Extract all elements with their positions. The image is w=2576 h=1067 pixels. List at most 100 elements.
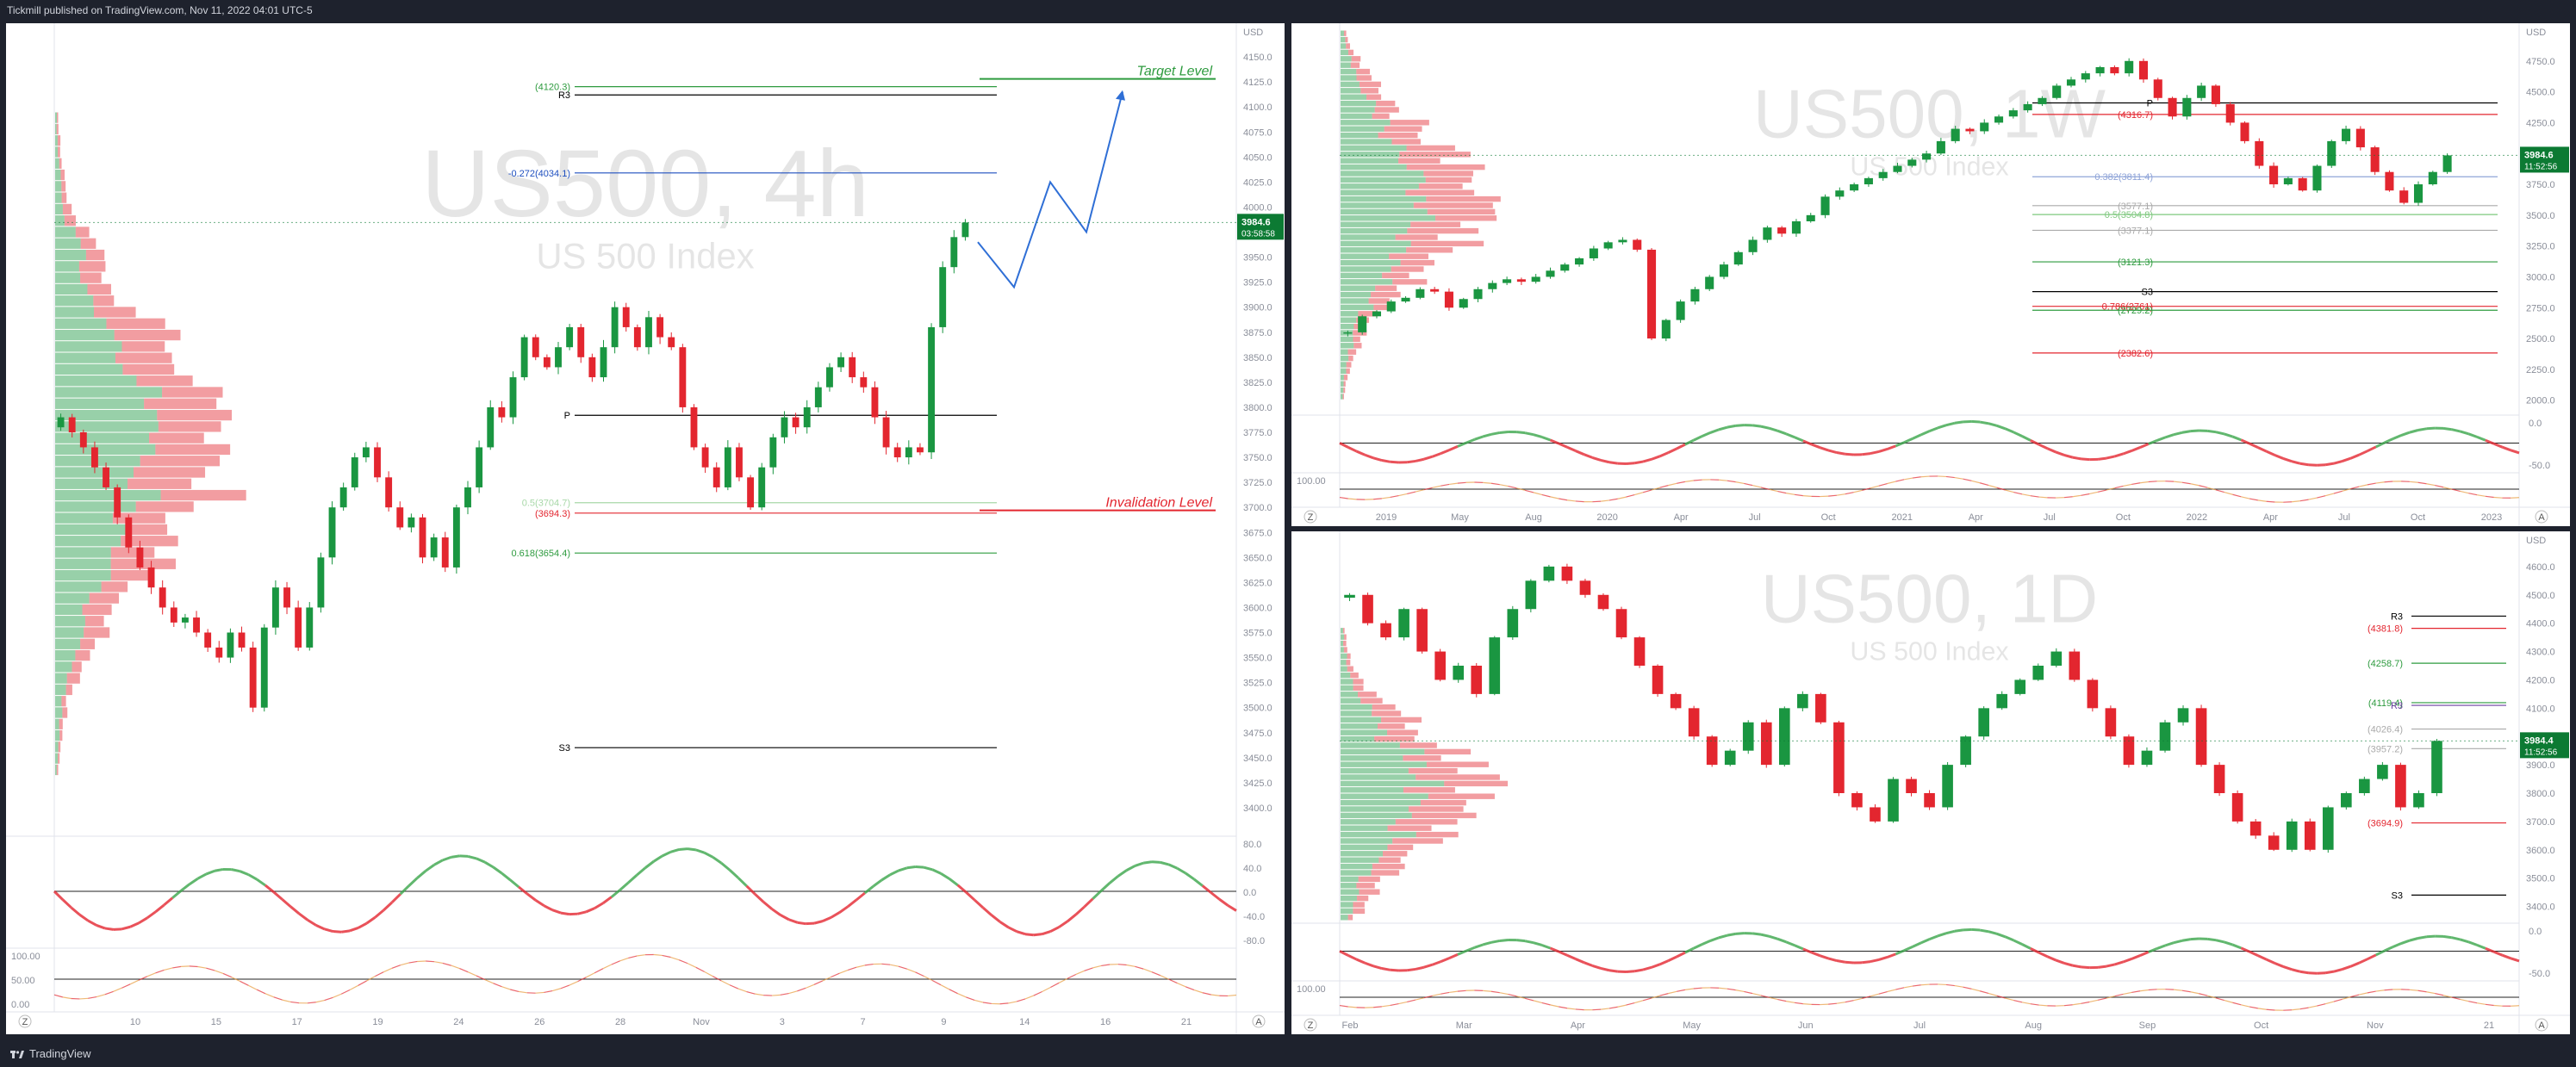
candle-body [1358,316,1367,332]
oscillator-segment [1971,480,1981,484]
candle-body [1633,637,1646,666]
oscillator-segment [602,964,613,970]
volume-profile-bar [158,421,221,432]
candle-body [1748,239,1758,252]
oscillator-segment [2384,481,2393,483]
candle-body [917,447,924,453]
oscillator-segment [1769,488,1778,493]
candle-body [1430,288,1440,292]
oscillator-segment [2174,481,2182,483]
oscillator-segment [2231,435,2242,442]
oscillator-segment [2460,430,2469,436]
time-tick-label: Mar [1456,1020,1472,1031]
level-label: 0.382(3811.4) [2094,172,2153,183]
oscillator-segment [982,906,992,916]
volume-profile-bar [1372,704,1396,710]
price-tag-value: 3984.4 [2524,735,2554,746]
oscillator-segment [1777,490,1787,494]
price-tick-label: 3750.0 [1243,453,1272,463]
oscillator-segment [2139,951,2150,957]
candle-body [1922,153,1932,160]
oscillator-segment [2249,950,2259,957]
price-tag-countdown: 11:52:56 [2524,162,2558,171]
volume-profile-bar [144,398,217,409]
oscillator-segment [771,908,781,916]
oscillator-segment [2013,939,2023,946]
oscillator-segment [493,983,502,988]
oscillator-segment [1490,482,1500,486]
volume-profile-bar [1387,729,1418,735]
oscillator-segment [890,964,899,967]
oscillator-segment [1559,1006,1568,1009]
oscillator-segment [365,915,376,925]
time-tick-label: 16 [1100,1017,1111,1027]
volume-profile-bar [1347,666,1353,672]
candle-body [328,507,336,558]
volume-profile-bar [1341,30,1344,36]
oscillator-segment [383,901,394,912]
oscillator-segment [1541,1002,1551,1006]
oscillator-segment [1887,444,1896,450]
volume-profile-bar [127,478,192,489]
oscillator-segment [324,927,333,933]
volume-profile-bar [1341,698,1361,704]
volume-profile-bar [80,238,96,249]
oscillator-segment [1626,494,1635,498]
oscillator-segment [459,854,469,858]
oscillator-segment [1167,863,1179,870]
oscillator-segment [1988,930,1998,935]
oscillator-segment [1151,971,1161,977]
oscillator-segment [1457,989,1466,992]
oscillator-segment [720,861,731,872]
volume-profile-bar [55,112,58,123]
oscillator-segment [2358,450,2368,456]
oscillator-segment [2081,965,2090,970]
volume-profile-bar [55,375,137,387]
volume-profile-bar [1341,387,1344,394]
volume-profile-bar [1350,62,1360,68]
time-tick-label: Aug [2025,1020,2042,1031]
candle-body [351,457,358,487]
oscillator-segment [2046,447,2056,454]
volume-profile-bar [1341,902,1353,908]
oscillator-segment [1440,991,1450,995]
candle-body [1690,288,1700,302]
oscillator-segment [2004,427,2014,434]
candle-body [79,432,87,448]
oscillator-segment [1920,475,1930,478]
brand[interactable]: TradingView [10,1047,91,1060]
candle-body [2211,85,2220,104]
volume-profile-bar [1384,126,1422,132]
volume-profile-bar [1341,831,1416,838]
volume-profile-bar [1341,285,1376,291]
volume-profile-bar [55,215,65,226]
volume-profile-bar [1342,628,1345,634]
oscillator-segment [1752,424,1762,428]
chart-panel-1d[interactable]: US500, 1D US 500 Index USD 4600.0 4500.0 4400… [1291,531,2570,1034]
oscillator-segment [712,976,722,982]
oscillator-segment [2072,1002,2081,1006]
oscillator-segment [687,963,697,968]
volume-profile-bar [55,363,123,375]
volume-profile-bar [55,661,72,673]
chart-panel-1w[interactable]: US500, 1W US 500 Index USD 4750.0 4500.0 4250… [1291,23,2570,526]
volume-profile-bar [1372,710,1402,717]
chart-panel-4h[interactable]: US500, 4h US 500 Index USD 4150.0 4125.0 4100… [6,23,1285,1034]
oscillator-segment [2224,491,2233,495]
oscillator-segment [1794,436,1804,443]
oscillator-segment [745,884,756,896]
volume-profile-bar [1420,799,1466,806]
volume-profile-bar [1341,202,1414,208]
volume-profile-bar [57,135,61,146]
oscillator-segment [1558,442,1568,449]
volume-profile-bar [1341,36,1346,43]
candle-body [1597,594,1609,610]
oscillator-segment [2417,935,2427,940]
volume-profile-bar [1341,189,1406,195]
oscillator-segment [1988,992,1997,996]
volume-profile-bar [1360,88,1379,94]
oscillator-segment [712,856,723,865]
